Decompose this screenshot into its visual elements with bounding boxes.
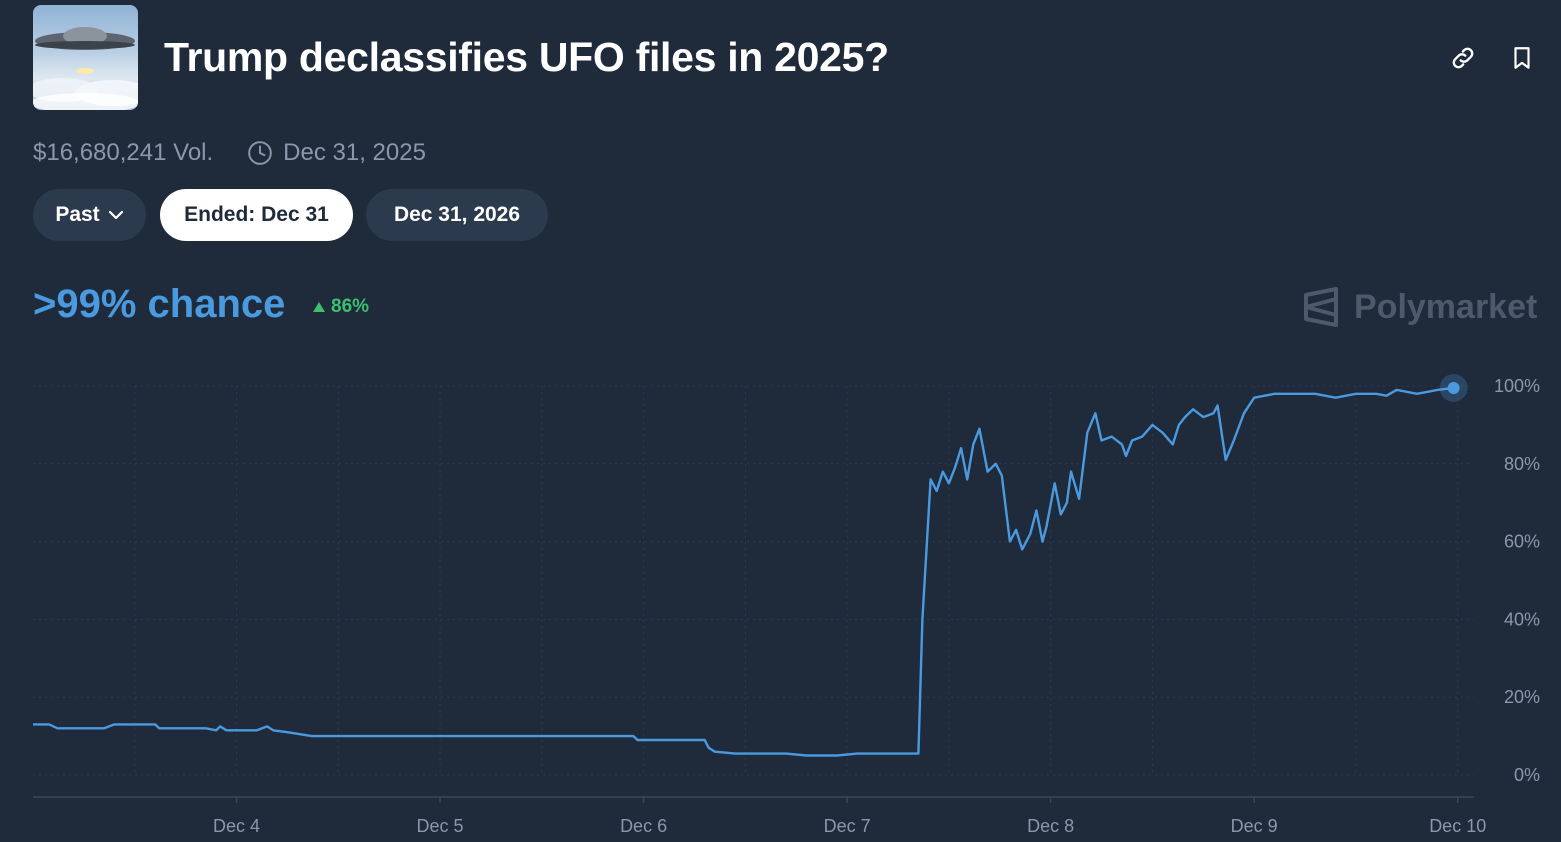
bookmark-icon bbox=[1514, 47, 1530, 69]
ufo-image bbox=[33, 27, 138, 110]
past-dropdown-button[interactable]: Past bbox=[33, 189, 146, 241]
next-date-label: Dec 31, 2026 bbox=[393, 203, 521, 226]
past-label: Past bbox=[55, 203, 100, 226]
y-tick-label: 100% bbox=[1494, 376, 1540, 396]
x-tick-label: Dec 7 bbox=[824, 816, 871, 836]
x-tick-label: Dec 10 bbox=[1429, 816, 1486, 836]
market-title: Trump declassifies UFO files in 2025? bbox=[164, 34, 889, 80]
polymarket-logo-icon bbox=[1304, 287, 1338, 327]
ended-label: Ended: Dec 31 bbox=[184, 203, 329, 226]
link-icon bbox=[1452, 47, 1474, 69]
y-tick-label: 0% bbox=[1514, 765, 1540, 785]
current-point[interactable] bbox=[1447, 381, 1460, 394]
x-axis: Dec 4 Dec 5 Dec 6 Dec 7 Dec 8 Dec 9 Dec 10 bbox=[213, 797, 1486, 836]
y-tick-label: 40% bbox=[1504, 609, 1540, 629]
probability-line bbox=[33, 386, 1454, 757]
clock-icon bbox=[248, 141, 272, 165]
market-meta: $16,680,241 Vol. Dec 31, 2025 bbox=[33, 139, 426, 167]
x-tick-label: Dec 8 bbox=[1027, 816, 1074, 836]
chart-grid bbox=[33, 385, 1474, 798]
change-value: 86% bbox=[331, 296, 370, 317]
bookmark-button[interactable] bbox=[1504, 40, 1540, 76]
copy-link-button[interactable] bbox=[1445, 40, 1481, 76]
market-thumbnail bbox=[33, 5, 138, 110]
y-tick-label: 20% bbox=[1504, 687, 1540, 707]
tab-dec-31-2026[interactable]: Dec 31, 2026 bbox=[366, 189, 548, 241]
x-tick-label: Dec 6 bbox=[620, 816, 667, 836]
x-tick-label: Dec 4 bbox=[213, 816, 260, 836]
chance-value: >99% chance bbox=[33, 282, 286, 326]
triangle-up-icon bbox=[313, 302, 325, 312]
polymarket-watermark: Polymarket bbox=[1302, 287, 1537, 327]
chevron-down-icon bbox=[108, 210, 123, 220]
brand-name: Polymarket bbox=[1354, 287, 1538, 326]
end-date-text: Dec 31, 2025 bbox=[283, 139, 426, 166]
x-tick-label: Dec 9 bbox=[1231, 816, 1278, 836]
tab-ended-dec-31[interactable]: Ended: Dec 31 bbox=[160, 189, 353, 241]
volume-text: $16,680,241 Vol. bbox=[33, 139, 214, 166]
y-tick-label: 80% bbox=[1504, 454, 1540, 474]
change-badge: 86% bbox=[312, 296, 369, 318]
y-tick-label: 60% bbox=[1504, 532, 1540, 552]
x-tick-label: Dec 5 bbox=[417, 816, 464, 836]
y-axis: 0% 20% 40% 60% 80% 100% bbox=[1494, 376, 1540, 785]
